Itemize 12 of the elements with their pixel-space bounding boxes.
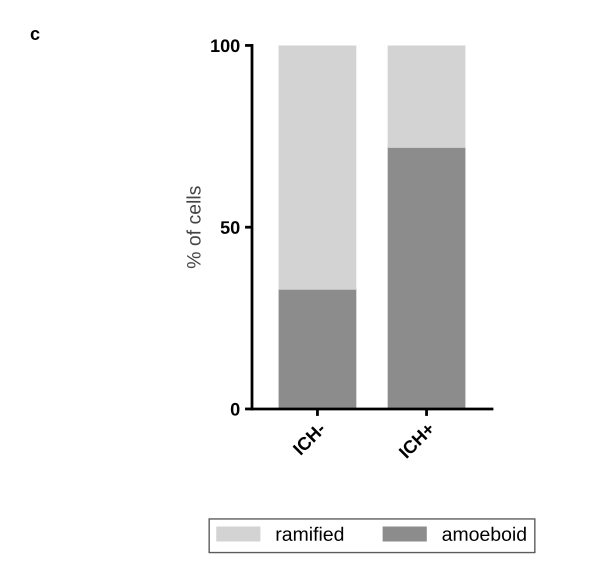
x-tick-label: ICH- <box>292 422 326 456</box>
bar <box>388 45 466 148</box>
y-axis-title: % of cells <box>186 186 201 268</box>
y-tick-label: 0 <box>230 402 240 416</box>
y-tick-label: 50 <box>220 221 240 234</box>
bar <box>278 45 356 290</box>
legend-label: ramified <box>276 526 344 541</box>
bar <box>388 146 466 409</box>
legend-label: amoeboid <box>442 526 526 541</box>
text: c <box>30 30 40 40</box>
y-tick-label: 100 <box>211 39 240 52</box>
bar <box>278 288 356 409</box>
